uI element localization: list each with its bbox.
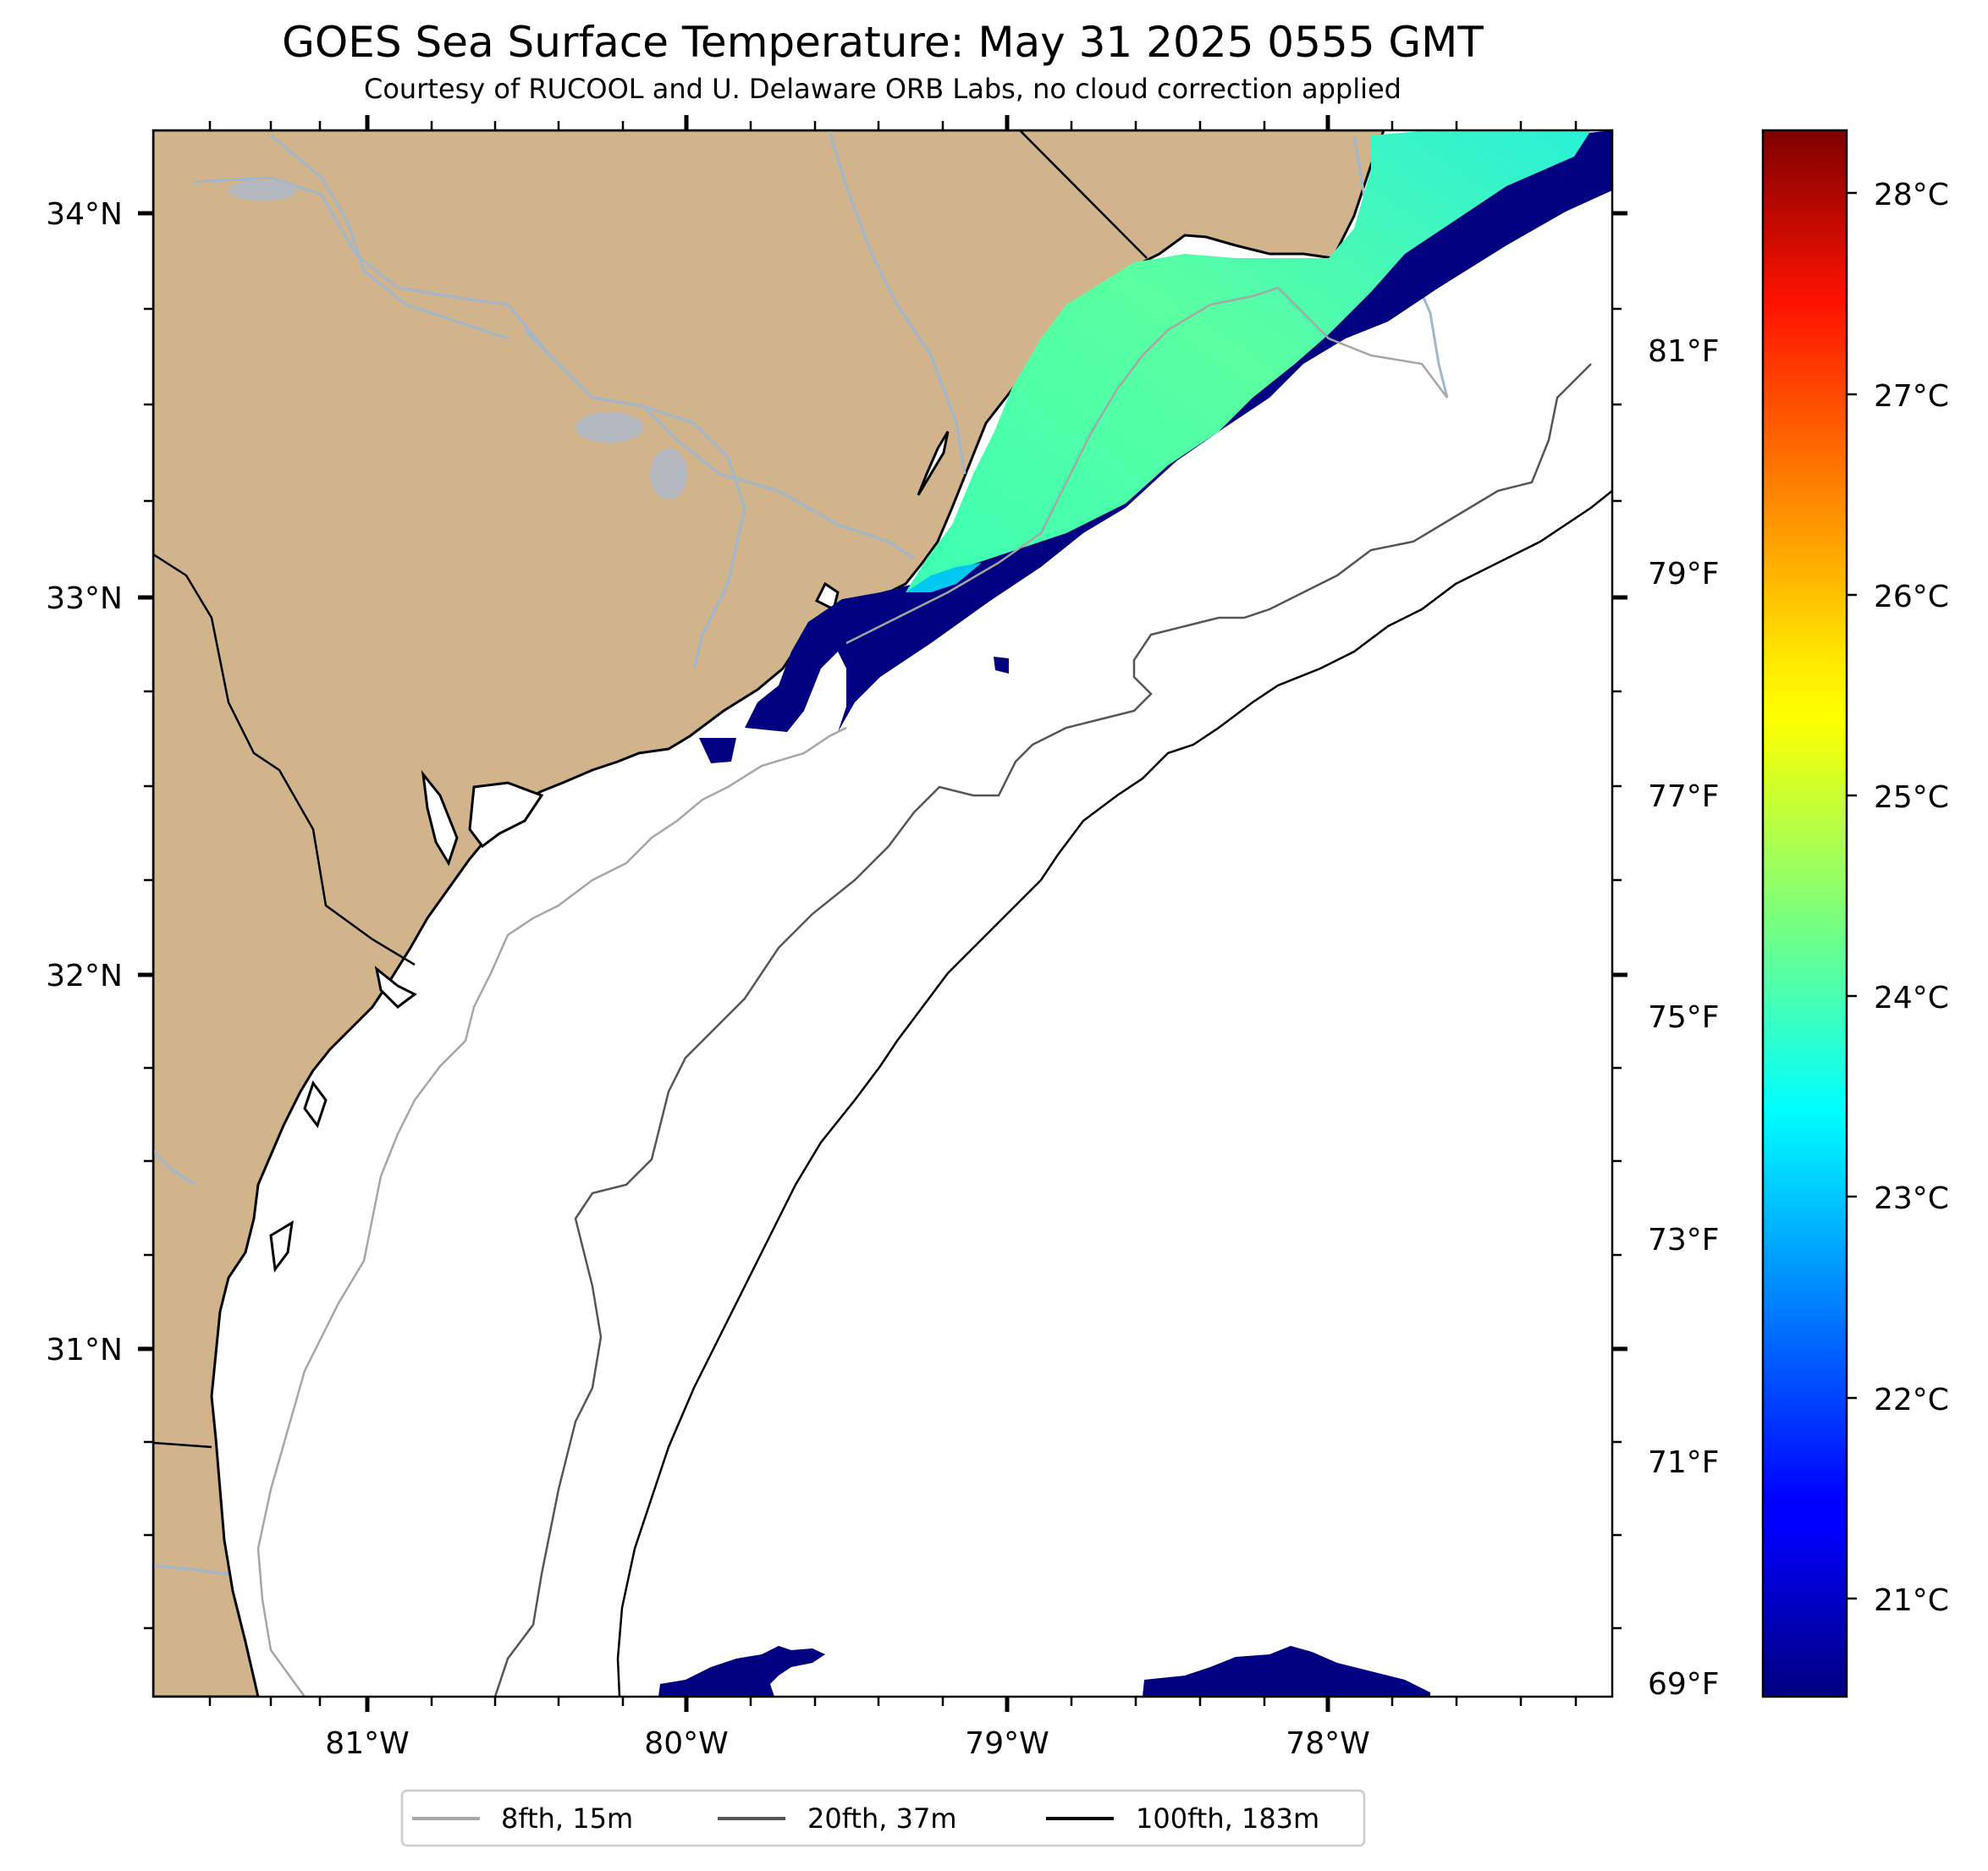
lake-upstate <box>229 180 296 201</box>
fahrenheit-tick-label: 79°F <box>1648 557 1720 592</box>
lon-tick-label: 81°W <box>325 1726 409 1761</box>
celsius-tick-label: 26°C <box>1874 580 1949 614</box>
legend-label: 100fth, 183m <box>1136 1802 1319 1835</box>
fahrenheit-tick-label: 75°F <box>1648 1000 1720 1035</box>
minor-ticks <box>144 121 1622 1706</box>
fahrenheit-tick-label: 73°F <box>1648 1223 1720 1257</box>
chart-title: GOES Sea Surface Temperature: May 31 202… <box>282 18 1484 67</box>
map-frame <box>151 129 1614 1698</box>
map-panel <box>153 130 1612 1697</box>
contour-100fth <box>616 490 1612 1697</box>
sst-cold-blob-south-1 <box>658 1646 825 1697</box>
lat-tick-label: 32°N <box>46 959 123 993</box>
lake-marion <box>575 412 643 443</box>
lon-major-ticks <box>365 115 1330 1712</box>
lon-tick-label: 80°W <box>644 1726 728 1761</box>
celsius-tick-label: 24°C <box>1874 981 1949 1015</box>
fahrenheit-tick-label: 81°F <box>1648 334 1720 369</box>
lat-tick-label: 34°N <box>46 197 123 232</box>
estuary <box>917 431 950 496</box>
fahrenheit-tick-label: 77°F <box>1648 779 1720 814</box>
state-borders <box>153 130 1148 1449</box>
contour-8fth <box>256 726 847 1697</box>
celsius-tick-label: 28°C <box>1874 178 1949 212</box>
colorbar-ticks <box>1847 191 1857 1600</box>
celsius-tick-label: 22°C <box>1874 1383 1949 1417</box>
legend-label: 8fth, 15m <box>501 1802 633 1835</box>
bathymetry-contours <box>256 286 1612 1697</box>
colorbar <box>1761 129 1848 1698</box>
contour-8fth-north <box>845 286 1448 645</box>
sst-cold-blob-2 <box>994 657 1009 674</box>
chart-subtitle: Courtesy of RUCOOL and U. Delaware ORB L… <box>364 73 1402 105</box>
celsius-tick-label: 25°C <box>1874 780 1949 815</box>
lake-moultrie <box>650 448 687 499</box>
sea-islands <box>269 769 544 1273</box>
lat-tick-label: 31°N <box>46 1333 123 1367</box>
sst-cold-blob-south-2 <box>1143 1646 1430 1697</box>
sst-warm-patch <box>906 130 1591 592</box>
legend-label: 20fth, 37m <box>807 1802 956 1835</box>
sst-cold-blob-1 <box>699 738 736 763</box>
sst-edge-cyan <box>906 563 982 592</box>
lon-tick-label: 79°W <box>965 1726 1049 1761</box>
celsius-tick-label: 21°C <box>1874 1583 1949 1618</box>
lat-major-ticks <box>138 211 1627 1351</box>
winyah-bay <box>814 581 840 612</box>
celsius-tick-label: 23°C <box>1874 1181 1949 1216</box>
celsius-tick-label: 27°C <box>1874 379 1949 414</box>
sst-data <box>658 130 1612 1697</box>
legend: 8fth, 15m 20fth, 37m 100fth, 183m <box>400 1789 1366 1847</box>
legend-box <box>400 1789 1366 1847</box>
fahrenheit-tick-label: 69°F <box>1648 1667 1720 1702</box>
sst-cold-band <box>745 130 1612 732</box>
contour-20fth <box>493 363 1592 1697</box>
lat-tick-label: 33°N <box>46 581 123 616</box>
fahrenheit-tick-label: 71°F <box>1648 1445 1720 1480</box>
lon-tick-label: 78°W <box>1286 1726 1369 1761</box>
